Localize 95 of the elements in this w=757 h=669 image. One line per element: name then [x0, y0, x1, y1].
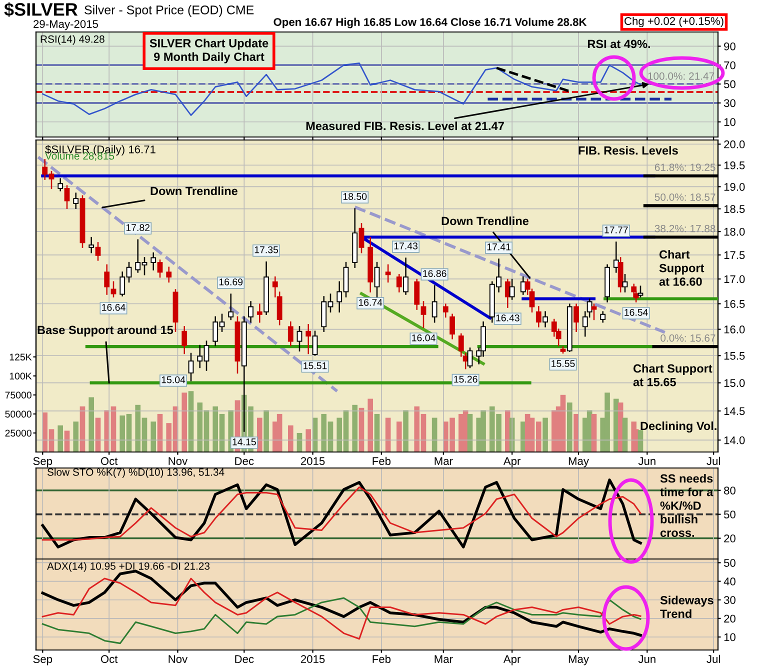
annotation: 16.69 [219, 278, 243, 286]
annotation: Measured FIB. Resis. Level at 21.47 [306, 122, 504, 130]
y-tick-label: 20 [724, 614, 736, 623]
y-tick-label: 50 [724, 80, 736, 88]
annotation: 61.8%: 19.25 [654, 164, 716, 172]
y-tick-label: 17.0 [724, 275, 745, 284]
annotation: 17.41 [487, 244, 510, 250]
y-tick-label: 50 [724, 558, 736, 567]
y2-tick-label: 75000 [5, 392, 32, 399]
y-tick-label: 40 [724, 578, 736, 586]
annotation: Base Support around 15 [38, 325, 174, 337]
annotation: 15.26 [454, 376, 478, 383]
y-tick-label: 50 [724, 510, 736, 518]
x-tick-label: 2015 [300, 457, 325, 466]
annotation: 17.35 [254, 246, 278, 254]
annotation: 15.04 [162, 376, 186, 384]
text: Open 16.67 High 16.85 Low 16.64 Close 16.71 Volume 28.8K [274, 18, 587, 28]
text: Chg +0.02 (+0.15%) [624, 16, 724, 28]
annotation: 38.2%: 17.88 [654, 224, 716, 232]
annotation: 16.74 [358, 298, 382, 306]
annotation: 16.86 [423, 270, 446, 277]
x-tick-label: 2015 [300, 655, 325, 664]
annotation: ADX(14) 10.95 +DI 19.66 -DI 21.23 [47, 562, 210, 572]
annotation: 14.15 [232, 438, 256, 446]
x-tick-label: Jun [638, 457, 656, 466]
x-tick-label: Sep [33, 655, 52, 666]
annotation: FIB. Resis. Levels [578, 146, 678, 155]
x-tick-label: Nov [168, 655, 188, 664]
y-tick-label: 10 [724, 633, 736, 642]
y2-tick-label: 50000 [5, 410, 32, 418]
annotation: Sideways Trend [660, 596, 714, 618]
annotation: Chart Support at 15.65 [633, 364, 712, 386]
annotation: 15.55 [552, 360, 575, 368]
y-tick-label: 15.0 [724, 379, 745, 387]
x-tick-label: Mar [434, 655, 453, 664]
x-tick-label: Nov [168, 457, 188, 466]
annotation: 15.51 [304, 362, 327, 370]
y-tick-label: 17.5 [724, 251, 745, 260]
x-tick-label: Oct [100, 457, 118, 466]
annotation: 17.43 [394, 242, 418, 250]
x-tick-label: Feb [372, 456, 391, 466]
annotation: 17.82 [126, 224, 150, 232]
annotation: SILVER Chart Update 9 Month Daily Chart [150, 38, 268, 64]
annotation: RSI(14) 49.28 [40, 35, 104, 45]
x-tick-label: Dec [235, 457, 254, 466]
annotation: 16.04 [412, 334, 436, 342]
annotation: Down Trendline [442, 216, 529, 226]
annotation: Chart Support at 16.60 [659, 250, 704, 286]
y-tick-label: 20 [724, 534, 736, 542]
x-tick-label: Jul [706, 456, 720, 466]
y-tick-label: 14.5 [724, 407, 745, 416]
y-tick-label: 16.0 [724, 326, 745, 334]
y2-tick-label: 25000 [5, 430, 32, 437]
y-tick-label: 90 [724, 42, 736, 50]
y-tick-label: 10 [724, 118, 736, 126]
x-tick-label: Jul [706, 654, 720, 664]
annotation: Down Trendline [150, 186, 238, 196]
y-tick-label: 80 [724, 486, 736, 494]
x-tick-label: May [568, 655, 589, 666]
x-tick-label: Dec [235, 655, 254, 664]
annotation: Declining Vol. [640, 421, 716, 433]
x-tick-label: Apr [503, 457, 521, 468]
y-tick-label: 30 [724, 99, 736, 108]
y-tick-label: 18.0 [724, 228, 745, 236]
annotation: 17.77 [604, 226, 628, 234]
y-tick-label: 15.5 [724, 352, 745, 360]
chart-title: $SILVER [4, 2, 78, 18]
text: 29-May-2015 [34, 20, 98, 30]
annotation: Slow STO %K(7) %D(10) 13.96, 51.34 [47, 468, 224, 478]
annotation: 100.0%: 21.47 [648, 72, 714, 80]
y-tick-label: 70 [724, 61, 736, 70]
x-tick-label: Oct [100, 655, 118, 664]
y-tick-label: 19.5 [724, 161, 745, 170]
annotation: 18.50 [343, 193, 367, 200]
y2-tick-label: 100K [10, 372, 32, 380]
y2-tick-label: 125K [10, 354, 32, 360]
annotation: RSI at 49%. [588, 40, 650, 48]
y-tick-label: 20.0 [724, 140, 745, 148]
y-tick-label: 14.0 [724, 436, 745, 444]
annotation: 16.43 [496, 314, 520, 322]
chart-subtitle: Silver - Spot Price (EOD) CME [84, 5, 254, 17]
y-tick-label: 19.0 [724, 182, 745, 191]
x-tick-label: Sep [33, 457, 52, 468]
annotation: 0.0%: 15.67 [660, 334, 716, 342]
annotation: 16.64 [102, 304, 126, 311]
x-tick-label: Apr [503, 655, 521, 666]
x-tick-label: Mar [434, 457, 453, 466]
y-tick-label: 30 [724, 596, 736, 604]
x-tick-label: May [568, 457, 589, 468]
y-tick-label: 16.5 [724, 300, 745, 308]
y-tick-label: 18.5 [724, 205, 745, 213]
annotation: 16.54 [624, 308, 648, 316]
x-tick-label: Feb [372, 654, 391, 664]
x-tick-label: Jun [638, 655, 656, 664]
annotation: 50.0%: 18.57 [654, 193, 716, 201]
